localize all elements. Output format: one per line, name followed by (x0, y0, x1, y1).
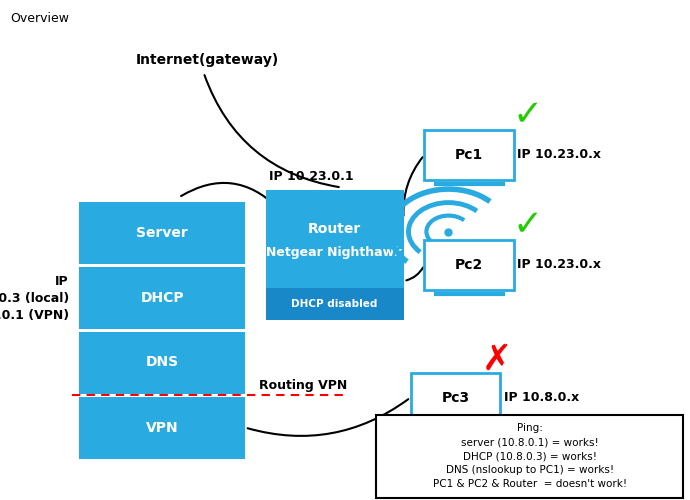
Text: IP
10.23.0.3 (local)
10.8.0.1 (VPN): IP 10.23.0.3 (local) 10.8.0.1 (VPN) (0, 276, 69, 322)
Text: IP 10.23.0.1: IP 10.23.0.1 (269, 170, 354, 182)
FancyBboxPatch shape (424, 130, 514, 180)
Text: IP 10.23.0.x: IP 10.23.0.x (518, 258, 602, 272)
FancyBboxPatch shape (376, 415, 683, 498)
Text: Internet(gateway): Internet(gateway) (135, 53, 279, 67)
FancyBboxPatch shape (79, 332, 245, 394)
Text: VPN: VPN (146, 420, 179, 434)
Text: DNS: DNS (146, 356, 179, 370)
FancyArrowPatch shape (204, 75, 339, 187)
Text: ✓: ✓ (513, 208, 543, 242)
Text: DHCP: DHCP (140, 290, 184, 304)
Text: IP 10.8.0.x: IP 10.8.0.x (504, 391, 579, 404)
Text: ✗: ✗ (482, 343, 512, 377)
FancyBboxPatch shape (411, 372, 500, 422)
FancyBboxPatch shape (79, 266, 245, 328)
Text: Overview: Overview (10, 12, 70, 26)
FancyArrowPatch shape (406, 268, 423, 280)
Text: Pc2: Pc2 (455, 258, 483, 272)
Text: DHCP disabled: DHCP disabled (291, 299, 378, 309)
FancyBboxPatch shape (79, 396, 245, 458)
FancyArrowPatch shape (404, 157, 422, 216)
Text: Pc1: Pc1 (455, 148, 483, 162)
FancyBboxPatch shape (266, 190, 404, 320)
FancyBboxPatch shape (79, 202, 245, 264)
Text: Pc3: Pc3 (442, 390, 469, 404)
FancyArrowPatch shape (181, 183, 277, 208)
Text: IP 10.23.0.x: IP 10.23.0.x (518, 148, 602, 162)
Text: Ping:
server (10.8.0.1) = works!
DHCP (10.8.0.3) = works!
DNS (nslookup to PC1) : Ping: server (10.8.0.1) = works! DHCP (1… (433, 423, 627, 489)
FancyArrowPatch shape (248, 399, 408, 436)
Text: ✓: ✓ (513, 98, 543, 132)
Text: Server: Server (136, 226, 188, 239)
FancyBboxPatch shape (424, 240, 514, 290)
Text: Netgear Nighthawk: Netgear Nighthawk (266, 246, 403, 259)
Text: Router: Router (308, 222, 362, 236)
Text: Routing VPN: Routing VPN (259, 378, 348, 392)
FancyBboxPatch shape (266, 288, 404, 320)
